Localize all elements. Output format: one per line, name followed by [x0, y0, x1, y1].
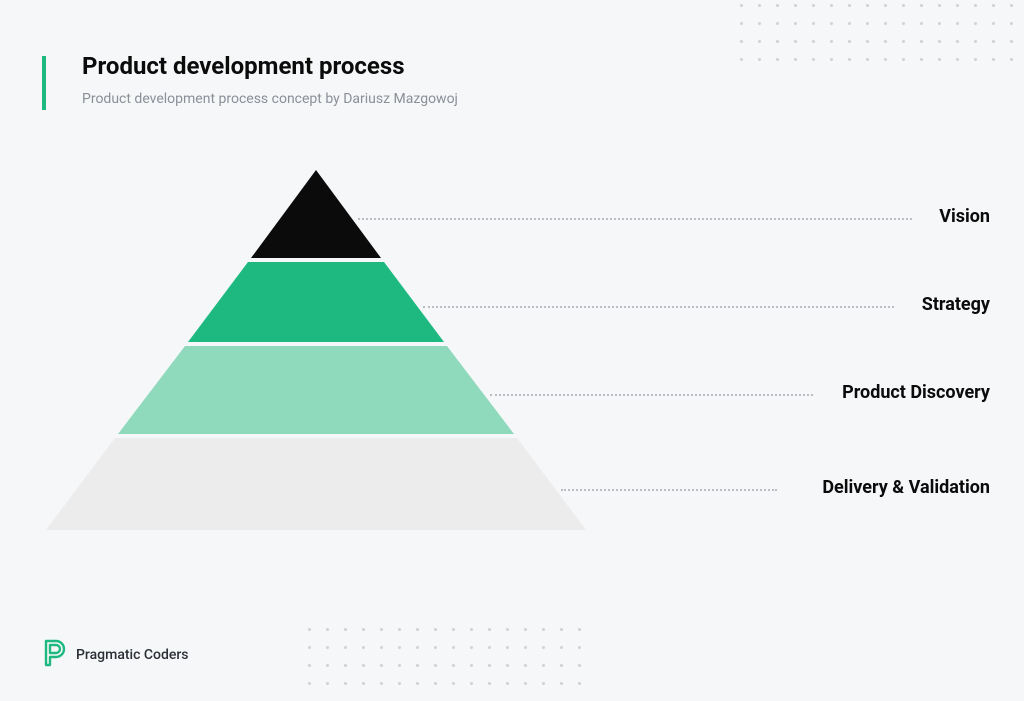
- brand-name: Pragmatic Coders: [76, 647, 189, 663]
- page-title: Product development process: [82, 52, 458, 81]
- pyramid-layer-1: [188, 262, 444, 342]
- pyramid-diagram: [46, 170, 586, 540]
- page-subtitle: Product development process concept by D…: [82, 91, 458, 107]
- accent-bar: [42, 56, 46, 110]
- decorative-dots-bottom: [308, 628, 596, 700]
- pyramid-label-0: Vision: [630, 206, 990, 227]
- footer: Pragmatic Coders: [42, 639, 189, 671]
- pyramid-layer-2: [118, 346, 514, 434]
- pyramid-labels: Vision Strategy Product Discovery Delivery …: [630, 170, 990, 540]
- pyramid-layer-0: [251, 170, 381, 258]
- pyramid-label-3: Delivery & Validation: [630, 477, 990, 498]
- infographic-canvas: Product development process Product deve…: [0, 0, 1024, 701]
- pyramid-label-2: Product Discovery: [630, 382, 990, 403]
- pyramid-layer-3: [46, 438, 586, 530]
- decorative-dots-top: [740, 4, 1024, 76]
- pyramid-label-1: Strategy: [630, 294, 990, 315]
- logo-icon: [42, 639, 66, 671]
- header: Product development process Product deve…: [42, 52, 458, 110]
- header-text: Product development process Product deve…: [82, 52, 458, 107]
